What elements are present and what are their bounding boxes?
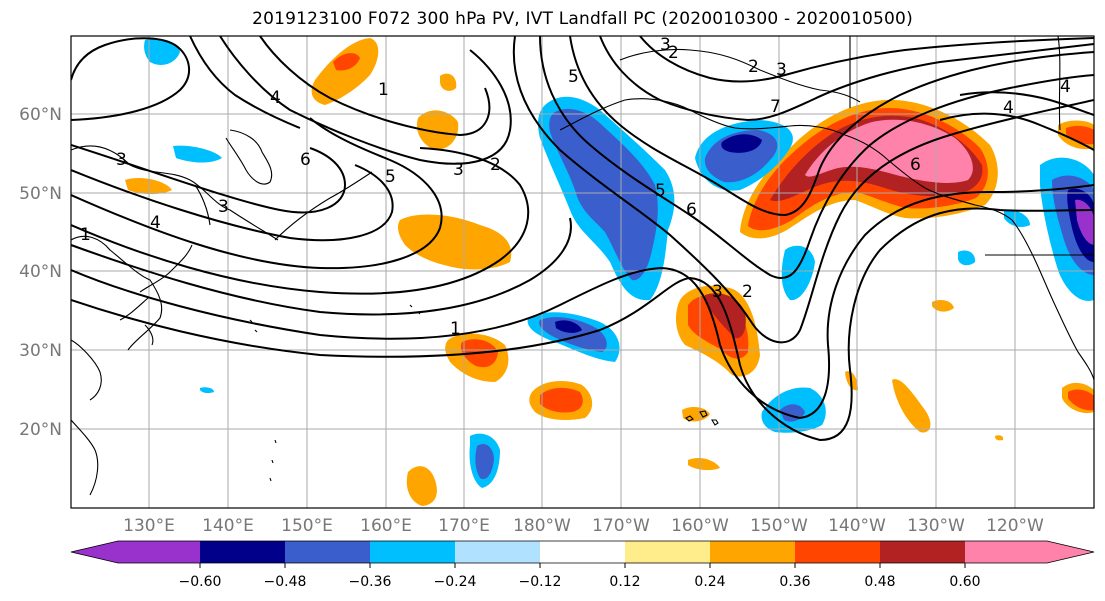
pv-contours bbox=[71, 36, 1094, 442]
lat-label: 20°N bbox=[19, 420, 62, 440]
colorbar-tick-label: −0.24 bbox=[434, 574, 477, 590]
lon-label: 180°W bbox=[513, 516, 571, 536]
colorbar-tick-label: −0.12 bbox=[519, 574, 562, 590]
colorbar-tick-label: 0.60 bbox=[949, 574, 980, 590]
colorbar-segment bbox=[455, 541, 540, 563]
colorbar-tick-label: 0.12 bbox=[609, 574, 640, 590]
colorbar-segment bbox=[370, 541, 455, 563]
contour-label: 1 bbox=[80, 225, 91, 245]
colorbar-segment bbox=[285, 541, 370, 563]
longitude-labels: 130°E 140°E 150°E 160°E 170°E 180°W 170°… bbox=[123, 516, 1044, 536]
lat-label: 30°N bbox=[19, 341, 62, 361]
contour-label: 1 bbox=[378, 80, 389, 100]
contour-label: 4 bbox=[1003, 98, 1014, 118]
contour-label: 3 bbox=[712, 282, 723, 302]
lon-label: 150°E bbox=[281, 516, 333, 536]
colorbar-tick-label: −0.48 bbox=[264, 574, 307, 590]
contour-label: 3 bbox=[453, 160, 464, 180]
colorbar-tick-label: −0.60 bbox=[179, 574, 222, 590]
contour-label: 2 bbox=[490, 155, 501, 175]
lon-label: 120°W bbox=[986, 516, 1044, 536]
lon-label: 130°W bbox=[907, 516, 965, 536]
lon-label: 130°E bbox=[123, 516, 175, 536]
contour-label: 4 bbox=[270, 88, 281, 108]
colorbar-segment bbox=[710, 541, 795, 563]
contour-label: 4 bbox=[150, 213, 161, 233]
lat-label: 40°N bbox=[19, 262, 62, 282]
contour-label: 6 bbox=[300, 150, 311, 170]
contour-label: 1 bbox=[450, 319, 461, 339]
map-title: 2019123100 F072 300 hPa PV, IVT Landfall… bbox=[252, 9, 913, 29]
map-frame bbox=[70, 35, 1095, 509]
contour-label: 5 bbox=[568, 67, 579, 87]
lon-label: 160°W bbox=[671, 516, 729, 536]
contour-label: 5 bbox=[385, 167, 396, 187]
latitude-labels: 60°N 50°N 40°N 30°N 20°N bbox=[19, 105, 62, 440]
colorbar-segment bbox=[625, 541, 710, 563]
colorbar-segment bbox=[540, 541, 625, 563]
colorbar-tick-label: 0.36 bbox=[779, 574, 810, 590]
colorbar-extend-min bbox=[71, 541, 200, 563]
colorbar-tick-label: −0.36 bbox=[349, 574, 392, 590]
contour-label: 6 bbox=[910, 155, 921, 175]
contour-label: 4 bbox=[1060, 77, 1071, 97]
contour-label: 3 bbox=[116, 150, 127, 170]
contour-label: 2 bbox=[742, 282, 753, 302]
colorbar-segment bbox=[200, 541, 285, 563]
colorbar-tick-label: 0.48 bbox=[864, 574, 895, 590]
lon-label: 150°W bbox=[750, 516, 808, 536]
lon-label: 170°E bbox=[438, 516, 490, 536]
colorbar-segment bbox=[880, 541, 965, 563]
contour-label: 6 bbox=[686, 200, 697, 220]
contour-label: 3 bbox=[218, 197, 229, 217]
colorbar: −0.60 −0.48 −0.36 −0.24 −0.12 0.12 0.24 … bbox=[70, 540, 1095, 590]
contour-label: 3 bbox=[660, 35, 671, 55]
lon-label: 140°W bbox=[828, 516, 886, 536]
colorbar-tick-label: 0.24 bbox=[694, 574, 725, 590]
lon-label: 140°E bbox=[202, 516, 254, 536]
colorbar-extend-max bbox=[965, 541, 1094, 563]
contour-label: 7 bbox=[770, 97, 781, 117]
contour-label: 2 bbox=[748, 57, 759, 77]
colorbar-segment bbox=[795, 541, 880, 563]
contour-labels: 4 1 2 3 4 3 5 6 2 3 4 5 6 7 6 5 3 2 1 3 … bbox=[80, 35, 1071, 339]
lon-label: 170°W bbox=[592, 516, 650, 536]
contour-label: 3 bbox=[776, 60, 787, 80]
lon-label: 160°E bbox=[360, 516, 412, 536]
lat-label: 60°N bbox=[19, 105, 62, 125]
contour-label: 5 bbox=[655, 181, 666, 201]
lat-label: 50°N bbox=[19, 184, 62, 204]
contour-label: 2 bbox=[668, 43, 679, 63]
